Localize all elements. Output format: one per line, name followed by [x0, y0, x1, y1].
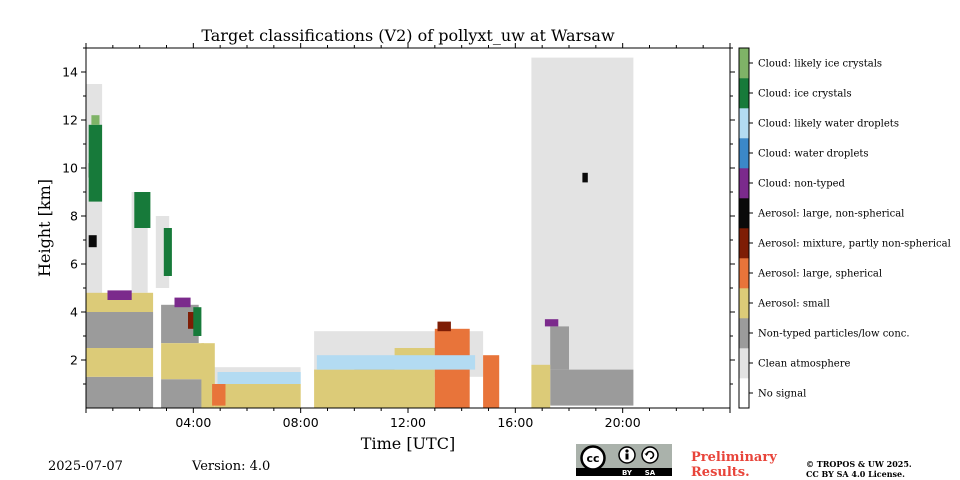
colorbar-label: Cloud: water droplets	[758, 149, 869, 160]
by-icon-body	[625, 453, 629, 460]
classification-cell	[550, 326, 569, 370]
classification-cell	[88, 235, 97, 248]
classification-cell	[107, 290, 132, 300]
colorbar-swatch	[739, 258, 749, 289]
copyright-line-2: CC BY SA 4.0 License.	[806, 469, 905, 479]
y-tick-label: 2	[70, 353, 78, 368]
chart-title: Target classifications (V2) of pollyxt_u…	[201, 26, 615, 45]
plot-area: 04:00 08:00 12:00 16:00 20:00 2 4 6 8 10 12 14	[62, 43, 735, 430]
classification-data	[86, 57, 634, 408]
colorbar-swatch	[739, 168, 749, 199]
colorbar-label: No signal	[758, 389, 806, 400]
y-tick-label: 8	[70, 209, 78, 224]
x-tick-label: 12:00	[390, 415, 426, 430]
classification-cell	[174, 297, 191, 308]
colorbar-label: Non-typed particles/low conc.	[758, 329, 910, 340]
colorbar-swatch	[739, 288, 749, 319]
by-icon-head	[625, 449, 629, 453]
classification-cell	[86, 312, 154, 348]
classification-cell	[161, 379, 204, 408]
preliminary-line-2: Results.	[691, 465, 750, 480]
classification-cell	[531, 364, 551, 408]
classification-cell	[217, 372, 301, 384]
cc-icon-glyph: cc	[586, 452, 599, 465]
colorbar-label: Cloud: ice crystals	[758, 89, 852, 100]
classification-cell	[582, 172, 588, 183]
x-tick-label: 20:00	[605, 415, 641, 430]
classification-cell	[91, 115, 100, 125]
sa-icon-arc	[645, 450, 655, 460]
classification-cell	[86, 348, 154, 377]
x-tick-label: 04:00	[175, 415, 211, 430]
classification-cell	[544, 319, 559, 327]
classification-cell	[88, 124, 103, 202]
colorbar-swatch	[739, 138, 749, 169]
colorbar-label: Aerosol: large, spherical	[757, 269, 882, 280]
classification-cell	[86, 292, 154, 312]
classification-cell	[531, 57, 634, 370]
colorbar: No signal Clean atmosphere Non-typed parti…	[738, 47, 951, 409]
colorbar-swatch	[739, 48, 749, 79]
classification-cell	[212, 384, 226, 406]
x-axis-label: Time [UTC]	[361, 434, 455, 453]
classification-cell	[134, 192, 151, 228]
y-tick-label: 14	[62, 65, 78, 80]
footer-date: 2025-07-07	[48, 459, 123, 474]
colorbar-label: Cloud: non-typed	[758, 179, 846, 190]
colorbar-label: Aerosol: mixture, partly non-spherical	[757, 239, 951, 250]
x-tick-label: 16:00	[497, 415, 533, 430]
colorbar-label: Clean atmosphere	[758, 359, 851, 370]
colorbar-label: Aerosol: small	[757, 299, 830, 310]
classification-cell	[316, 355, 476, 370]
colorbar-swatch	[739, 108, 749, 139]
classification-cell	[161, 343, 204, 380]
colorbar-swatch	[739, 348, 749, 379]
classification-cell	[86, 376, 154, 408]
copyright-line-1: © TROPOS & UW 2025.	[806, 459, 912, 469]
y-tick-label: 4	[70, 305, 78, 320]
x-axis: 04:00 08:00 12:00 16:00 20:00	[85, 43, 731, 430]
y-tick-label: 6	[70, 257, 78, 272]
license-badge: cc BY SA	[576, 444, 672, 477]
by-label: BY	[622, 469, 633, 477]
footer-version: Version: 4.0	[191, 459, 270, 474]
classification-cell	[214, 384, 301, 408]
colorbar-label: Cloud: likely ice crystals	[758, 59, 882, 70]
classification-cell	[201, 343, 215, 408]
classification-cell	[550, 369, 634, 406]
x-tick-label: 08:00	[283, 415, 319, 430]
classification-cell	[437, 321, 451, 332]
colorbar-swatch	[739, 228, 749, 259]
colorbar-swatch	[739, 78, 749, 109]
classification-cell	[163, 228, 172, 276]
colorbar-label: Cloud: likely water droplets	[758, 119, 899, 130]
y-axis-label: Height [km]	[35, 179, 54, 277]
preliminary-line-1: Preliminary	[691, 450, 777, 465]
y-tick-label: 10	[62, 161, 78, 176]
y-tick-label: 12	[62, 113, 78, 128]
classification-cell	[483, 355, 500, 408]
sa-label: SA	[645, 469, 656, 477]
classification-cell	[314, 369, 435, 408]
colorbar-label: Aerosol: large, non-spherical	[757, 209, 904, 220]
classification-cell	[193, 307, 202, 336]
colorbar-swatch	[739, 198, 749, 229]
sa-icon-arrow	[644, 453, 649, 456]
colorbar-swatch	[739, 318, 749, 349]
license-badge-strip	[576, 468, 672, 476]
y-axis: 2 4 6 8 10 12 14	[62, 47, 735, 385]
colorbar-frame	[738, 47, 750, 409]
colorbar-swatch	[739, 378, 749, 409]
cc-icon	[580, 445, 606, 471]
sa-icon	[641, 446, 659, 464]
